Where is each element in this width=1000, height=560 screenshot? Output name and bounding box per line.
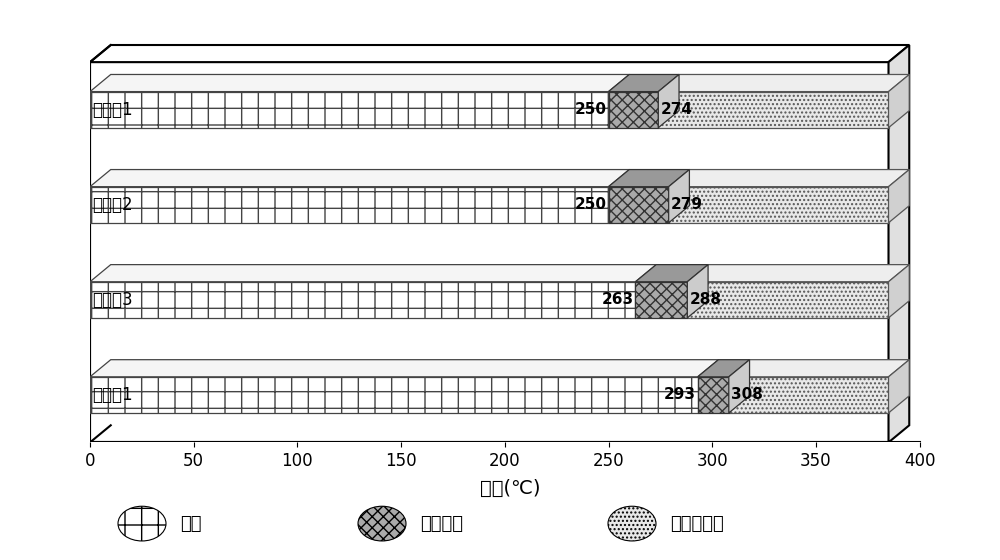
Text: 比较例1: 比较例1 <box>92 101 133 119</box>
Bar <box>609 92 658 128</box>
Polygon shape <box>687 265 909 282</box>
X-axis label: 温度(℃): 温度(℃) <box>480 478 540 497</box>
Text: 无序尖晶石: 无序尖晶石 <box>670 515 724 533</box>
Polygon shape <box>635 265 708 282</box>
Polygon shape <box>669 170 689 223</box>
Polygon shape <box>90 170 629 186</box>
Text: 250: 250 <box>574 197 606 212</box>
Polygon shape <box>90 45 909 62</box>
Polygon shape <box>698 360 750 377</box>
Polygon shape <box>90 74 629 92</box>
Bar <box>90 282 635 318</box>
Polygon shape <box>90 265 656 282</box>
Text: 293: 293 <box>664 388 696 403</box>
Polygon shape <box>687 265 708 318</box>
Bar <box>658 92 889 128</box>
Polygon shape <box>729 360 909 377</box>
Bar <box>609 186 669 223</box>
Text: 279: 279 <box>671 197 703 212</box>
Text: 比较例3: 比较例3 <box>92 291 133 309</box>
Polygon shape <box>609 170 689 186</box>
Polygon shape <box>658 74 909 92</box>
Text: 274: 274 <box>660 102 692 117</box>
Text: 263: 263 <box>601 292 633 307</box>
Bar <box>90 186 609 223</box>
Polygon shape <box>609 74 679 92</box>
Text: 250: 250 <box>574 102 606 117</box>
Bar <box>729 377 889 413</box>
Text: 层状: 层状 <box>180 515 202 533</box>
Bar <box>698 377 729 413</box>
Text: 比较例2: 比较例2 <box>92 196 133 214</box>
Text: 308: 308 <box>731 388 763 403</box>
Bar <box>90 92 609 128</box>
Polygon shape <box>90 360 718 377</box>
Polygon shape <box>889 360 909 413</box>
Text: 无序层状: 无序层状 <box>420 515 463 533</box>
Text: 实施例1: 实施例1 <box>92 386 133 404</box>
Polygon shape <box>889 170 909 223</box>
Polygon shape <box>889 265 909 318</box>
Polygon shape <box>658 74 679 128</box>
Bar <box>635 282 687 318</box>
Polygon shape <box>729 360 750 413</box>
Polygon shape <box>669 170 909 186</box>
Text: 288: 288 <box>689 292 721 307</box>
Bar <box>90 377 698 413</box>
Polygon shape <box>889 74 909 128</box>
Polygon shape <box>889 45 909 442</box>
Bar <box>687 282 889 318</box>
Bar <box>669 186 889 223</box>
